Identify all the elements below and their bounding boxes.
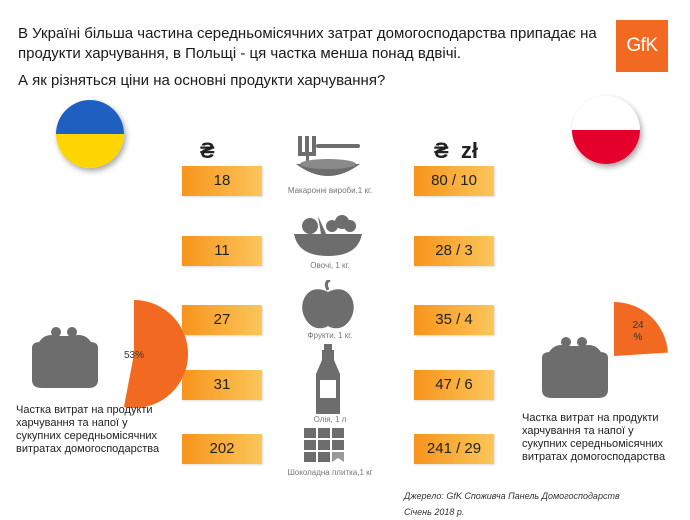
currency-pln: ₴ zł [434, 138, 479, 163]
price-pln-chocolate: 241 / 29 [414, 434, 494, 464]
ukraine-share-percent: 53% [124, 350, 145, 361]
product-label-fruit: Фрукти, 1 кг. [307, 331, 353, 340]
price-uah-chocolate: 202 [182, 434, 262, 464]
ukraine-share-pie [80, 300, 189, 408]
headline: В Україні більша частина середньомісячни… [18, 25, 597, 62]
wallet-icon [542, 337, 608, 398]
ukraine-share-caption: Частка витрат на продукти харчування та … [16, 404, 160, 455]
price-uah-vegetables: 11 [182, 236, 262, 266]
poland-share-slice [614, 302, 668, 356]
gfk-logo: GfK [616, 20, 668, 72]
wallet-icon [32, 327, 98, 388]
price-pln-vegetables: 28 / 3 [414, 236, 494, 266]
price-pln-pasta: 80 / 10 [414, 166, 494, 196]
product-label-vegetables: Овочі, 1 кг. [310, 261, 350, 270]
subheadline-question: А як різняться ціни на основні продукти … [18, 72, 386, 89]
pasta-icon [296, 136, 360, 176]
poland-flag-icon [572, 96, 640, 164]
chocolate-icon [304, 428, 344, 462]
price-uah-fruit: 27 [182, 305, 262, 335]
apple-icon [302, 280, 354, 329]
price-uah-pasta: 18 [182, 166, 262, 196]
price-pln-fruit: 35 / 4 [414, 305, 494, 335]
product-label-chocolate: Шоколадна плитка,1 кг [287, 468, 373, 477]
price-pln-oil: 47 / 6 [414, 370, 494, 400]
currency-uah: ₴ [200, 138, 215, 163]
product-label-pasta: Макаронні вироби,1 кг. [287, 186, 373, 195]
price-uah-oil: 31 [182, 370, 262, 400]
vegetables-icon [294, 215, 362, 256]
product-label-oil: Олія, 1 л [313, 415, 347, 424]
poland-share-percent: 24 % [632, 320, 644, 343]
source-line-2: Січень 2018 р. [404, 507, 465, 517]
ukraine-share-slice [123, 300, 189, 408]
poland-share-caption: Частка витрат на продукти харчування та … [522, 412, 666, 463]
source-note: Джерело: GfK Споживча Панель Домогоспода… [404, 488, 620, 520]
ukraine-flag-icon [56, 100, 124, 168]
oil-bottle-icon [316, 344, 340, 414]
source-line-1: Джерело: GfK Споживча Панель Домогоспода… [404, 491, 620, 501]
